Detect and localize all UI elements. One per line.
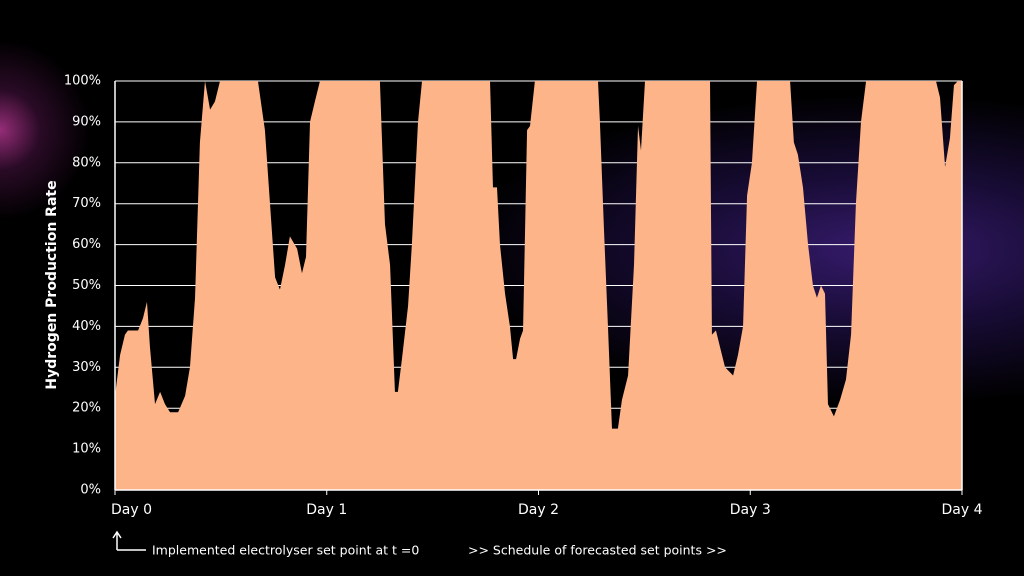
annotation: Implemented electrolyser set point at t … [152,543,419,558]
y-axis-label: Hydrogen Production Rate [44,180,60,389]
area [115,81,962,490]
x-tick-label: Day 0 [111,502,152,518]
y-tick-label: 40% [72,319,101,334]
arrow-icon [112,530,146,551]
y-tick-label: 80% [72,155,101,170]
x-tick-label: Day 1 [306,502,347,518]
y-tick-label: 60% [72,237,101,252]
y-tick-label: 100% [64,74,101,89]
y-tick-label: 10% [72,442,101,457]
x-tick-label: Day 3 [730,502,771,518]
annotation: >> Schedule of forecasted set points >> [468,543,727,558]
x-tick-label: Day 2 [518,502,559,518]
y-tick-label: 70% [72,196,101,211]
y-tick-label: 0% [80,483,101,498]
x-tick-label: Day 4 [941,502,982,518]
y-tick-label: 50% [72,278,101,293]
y-tick-label: 20% [72,401,101,416]
y-tick-label: 30% [72,360,101,375]
y-tick-label: 90% [72,114,101,129]
